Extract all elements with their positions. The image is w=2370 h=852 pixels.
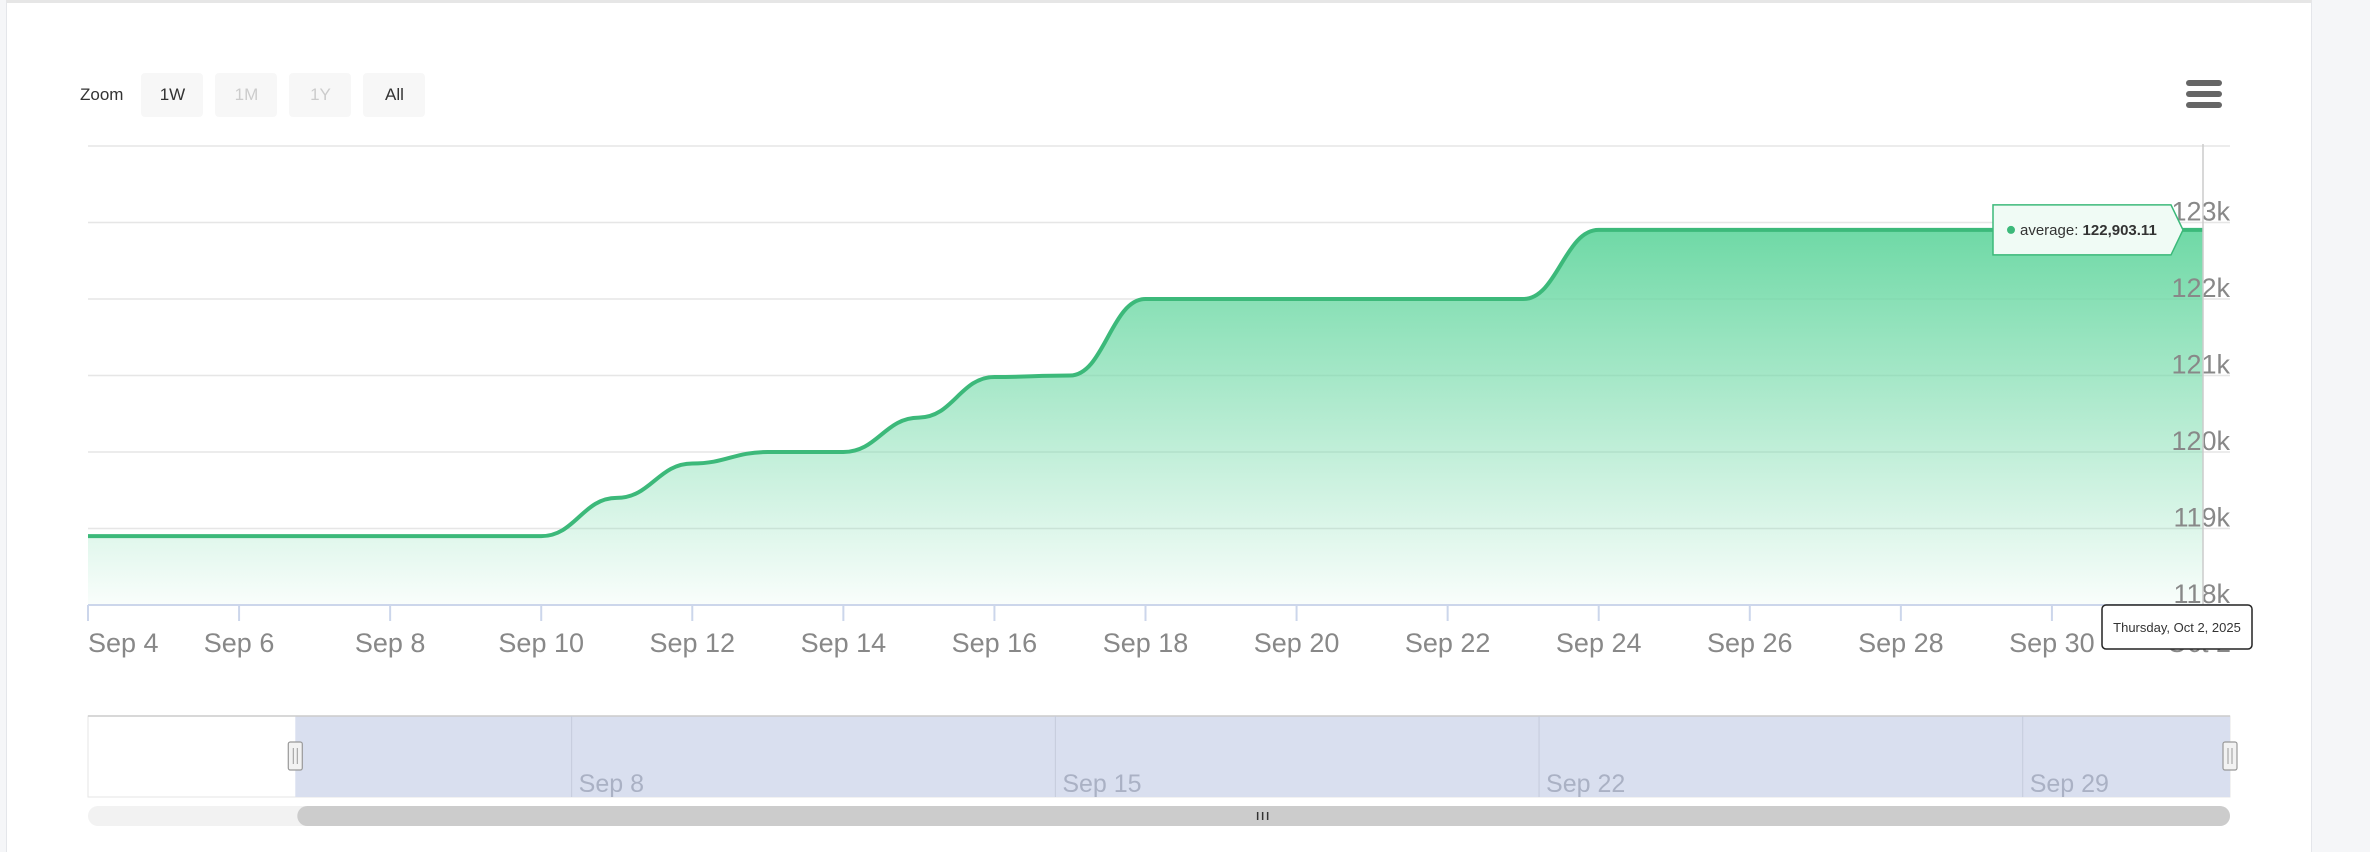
y-tick-label: 123k (2171, 197, 2230, 227)
navigator-label: Sep 29 (2030, 770, 2109, 798)
zoom-1y-button[interactable]: 1Y (289, 73, 352, 117)
series-area-average (88, 229, 2203, 605)
x-tick-label: Sep 4 (88, 628, 159, 658)
zoom-1m-button[interactable]: 1M (215, 73, 278, 117)
x-tick-label: Sep 16 (952, 628, 1038, 658)
x-tick-label: Sep 14 (801, 628, 887, 658)
x-tick-label: Sep 28 (1858, 628, 1944, 658)
tooltip-marker (2007, 225, 2015, 234)
x-tick-label: Sep 22 (1405, 628, 1491, 658)
navigator-label: Sep 22 (1546, 770, 1625, 798)
navigator-handle-right[interactable] (2222, 741, 2238, 771)
date-tooltip-text: Thursday, Oct 2, 2025 (2113, 620, 2241, 635)
x-tick-label: Sep 6 (204, 628, 275, 658)
hamburger-menu-icon[interactable] (2186, 76, 2222, 112)
zoom-1w-button[interactable]: 1W (141, 73, 204, 117)
date-tooltip (2101, 604, 2253, 650)
series-line-average (88, 227, 2203, 539)
navigator-label: Sep 8 (579, 770, 644, 798)
value-tooltip (1992, 204, 2184, 256)
x-tick-label: Sep 30 (2009, 628, 2095, 658)
y-tick-label: 120k (2171, 426, 2230, 456)
x-tick-label: Sep 26 (1707, 628, 1793, 658)
x-tick-label: Sep 8 (355, 628, 426, 658)
zoom-toolbar: Zoom 1W 1M 1Y All (80, 73, 426, 117)
x-tick-label: Sep 18 (1103, 628, 1189, 658)
x-tick-label: Sep 24 (1556, 628, 1642, 658)
y-tick-label: 119k (2173, 503, 2230, 533)
scrollbar-thumb[interactable] (297, 806, 2231, 826)
x-tick-label: Sep 10 (498, 628, 584, 658)
navigator-selected-range (295, 716, 2231, 797)
y-tick-label: 121k (2171, 350, 2230, 380)
x-tick-label: Sep 12 (649, 628, 735, 658)
tooltip-text: average: 122,903.11 (2020, 222, 2157, 239)
zoom-label: Zoom (80, 85, 124, 104)
x-tick-label: Sep 20 (1254, 628, 1340, 658)
navigator-handle-left[interactable] (287, 741, 303, 771)
navigator-label: Sep 15 (1062, 770, 1141, 798)
y-tick-label: 122k (2171, 273, 2230, 303)
zoom-all-button[interactable]: All (363, 73, 426, 117)
